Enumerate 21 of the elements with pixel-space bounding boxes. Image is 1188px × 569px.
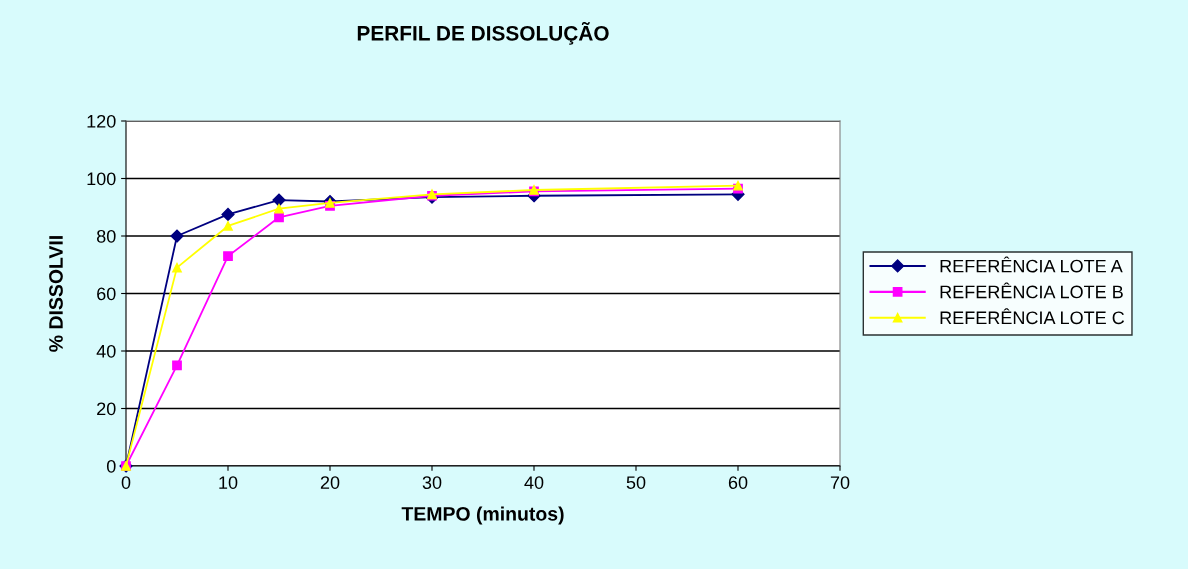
y-tick-label: 120 <box>87 114 116 128</box>
x-tick-label: 10 <box>219 476 238 489</box>
y-axis-title: % DISSOLVII <box>49 236 63 352</box>
y-tick-label: 100 <box>87 172 116 186</box>
y-tick-label: 60 <box>97 287 116 301</box>
legend-label: REFERÊNCIA LOTE B <box>940 282 1123 299</box>
x-tick-label: 50 <box>626 476 646 489</box>
chart-title: PERFIL DE DISSOLUÇÃO <box>357 21 609 45</box>
legend-label: REFERÊNCIA LOTE A <box>940 256 1123 273</box>
x-tick-label: 20 <box>320 476 340 489</box>
x-tick-label: 0 <box>121 476 131 489</box>
x-axis-title: TEMPO (minutos) <box>401 506 564 525</box>
x-tick-label: 60 <box>728 476 748 489</box>
y-tick-label: 40 <box>96 344 116 358</box>
y-tick-label: 80 <box>96 229 116 243</box>
x-tick-label: 30 <box>422 476 442 489</box>
y-tick-label: 20 <box>97 402 116 416</box>
legend-label: REFERÊNCIA LOTE C <box>940 308 1125 325</box>
x-tick-label: 40 <box>524 476 544 489</box>
y-tick-label: 0 <box>106 459 116 473</box>
x-tick-label: 70 <box>830 476 850 489</box>
